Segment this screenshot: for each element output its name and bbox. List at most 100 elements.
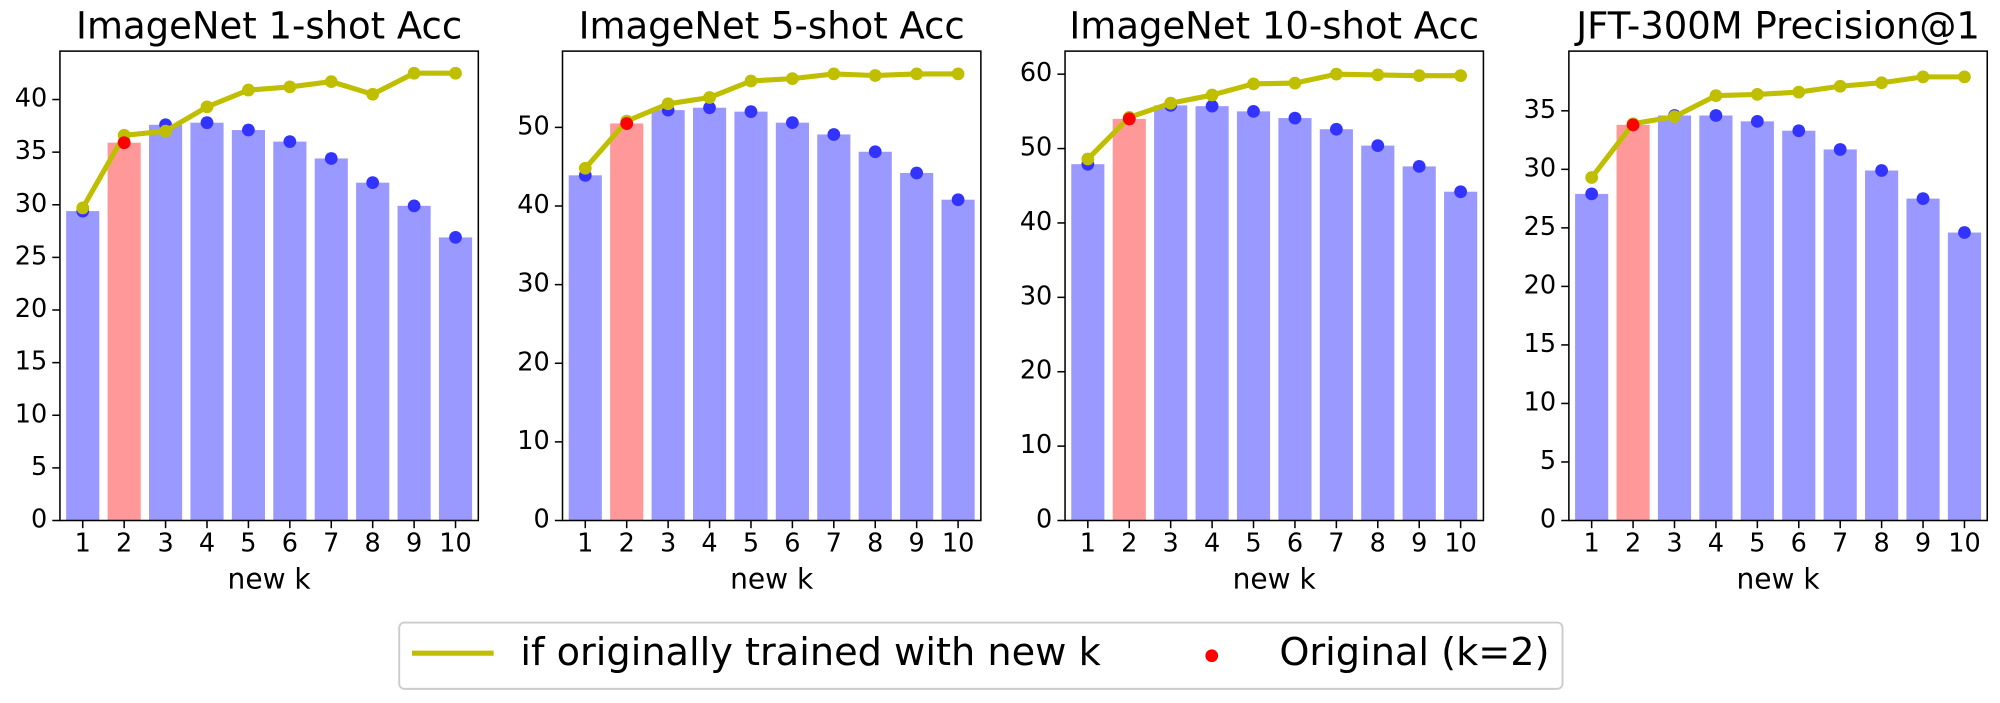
point <box>407 199 421 213</box>
point <box>786 116 799 130</box>
y-tick-label: 30 <box>1524 153 1556 183</box>
axes-frame <box>561 50 982 522</box>
trained-point <box>744 74 758 88</box>
trained-point <box>407 66 421 80</box>
point <box>366 176 380 190</box>
point <box>283 135 297 149</box>
bar <box>149 124 183 521</box>
bar <box>775 122 809 521</box>
x-tick-label: 9 <box>1411 529 1427 559</box>
trained-point <box>283 80 297 94</box>
x-tick-label: 7 <box>323 529 339 559</box>
trained-point <box>703 91 716 104</box>
bar <box>1947 232 1982 521</box>
bar <box>651 110 685 521</box>
trained-point <box>1958 70 1971 84</box>
trained-point <box>1792 85 1806 99</box>
bar <box>941 199 975 521</box>
x-tick-label: 2 <box>1625 529 1641 559</box>
point <box>868 145 882 159</box>
point <box>1792 124 1806 138</box>
axes-frame <box>1064 50 1485 522</box>
trained-point <box>324 75 338 89</box>
trained-point <box>910 67 924 81</box>
bar <box>273 141 307 521</box>
bar <box>66 211 100 521</box>
trained-point <box>1916 70 1930 84</box>
x-tick-label: 4 <box>199 529 215 559</box>
x-tick-label: 10 <box>1444 529 1476 559</box>
y-tick-label: 35 <box>1524 95 1556 125</box>
y-tick-label: 50 <box>517 111 549 141</box>
bar <box>1402 166 1436 521</box>
point <box>1709 109 1723 122</box>
point <box>1833 143 1847 156</box>
y-tick-label: 30 <box>517 269 549 299</box>
y-tick-label: 0 <box>1036 505 1052 535</box>
point <box>1205 99 1219 113</box>
y-tick-label: 0 <box>31 505 47 535</box>
bar <box>438 237 473 521</box>
trained-point <box>366 87 380 101</box>
x-tick-label: 8 <box>365 529 381 559</box>
bar <box>1112 118 1146 521</box>
x-axis-label: new k <box>730 562 814 595</box>
trained-point <box>1081 152 1095 166</box>
x-tick-label: 4 <box>1708 529 1724 559</box>
bar <box>568 175 602 521</box>
bar <box>610 123 644 521</box>
bar <box>1236 111 1271 521</box>
bar <box>692 107 727 521</box>
legend-box <box>398 621 1564 690</box>
x-tick-label: 9 <box>909 529 925 559</box>
x-tick-label: 3 <box>660 529 676 559</box>
trained-line <box>80 70 456 210</box>
axes-frame <box>59 50 480 522</box>
bar <box>1740 121 1774 521</box>
bar <box>817 134 851 521</box>
bar <box>1319 129 1353 521</box>
x-tick-label: 6 <box>282 529 298 559</box>
bar <box>1071 164 1105 521</box>
y-tick-label: 60 <box>1020 58 1052 88</box>
point <box>200 116 214 130</box>
x-tick-label: 2 <box>1121 529 1137 559</box>
bar <box>1616 124 1650 521</box>
y-tick-label: 20 <box>15 294 47 324</box>
x-axis-label: new k <box>228 562 312 595</box>
point <box>324 152 338 165</box>
trained-point <box>159 124 172 138</box>
y-tick-label: 5 <box>31 452 47 482</box>
x-axis-label: new k <box>1233 562 1317 595</box>
original-point <box>1626 118 1640 132</box>
x-tick-label: 5 <box>1749 529 1765 559</box>
original-point <box>1122 112 1136 126</box>
trained-point <box>661 97 675 111</box>
bar <box>1278 118 1312 521</box>
bar <box>1782 130 1816 521</box>
x-tick-label: 5 <box>240 529 256 559</box>
trained-point <box>1833 79 1847 93</box>
point <box>910 166 924 180</box>
trained-line <box>583 71 959 170</box>
bar <box>1361 145 1395 521</box>
x-tick-label: 9 <box>1915 529 1931 559</box>
y-tick-label: 20 <box>1524 270 1556 300</box>
x-tick-label: 7 <box>1328 529 1344 559</box>
bar <box>356 182 390 521</box>
x-tick-label: 6 <box>784 529 800 559</box>
y-tick-label: 10 <box>15 399 47 429</box>
y-tick-label: 15 <box>1524 329 1556 359</box>
bar <box>1575 193 1609 521</box>
trained-point <box>1247 77 1260 91</box>
y-tick-label: 40 <box>517 190 549 220</box>
bar <box>900 172 934 521</box>
trained-point <box>578 161 592 175</box>
y-tick-label: 25 <box>15 241 47 271</box>
point <box>951 193 965 207</box>
trained-line <box>1086 71 1461 161</box>
trained-point <box>1412 69 1426 83</box>
chart-title: ImageNet 10-shot Acc <box>1069 5 1479 48</box>
x-tick-label: 7 <box>826 529 842 559</box>
trained-point <box>200 100 214 114</box>
